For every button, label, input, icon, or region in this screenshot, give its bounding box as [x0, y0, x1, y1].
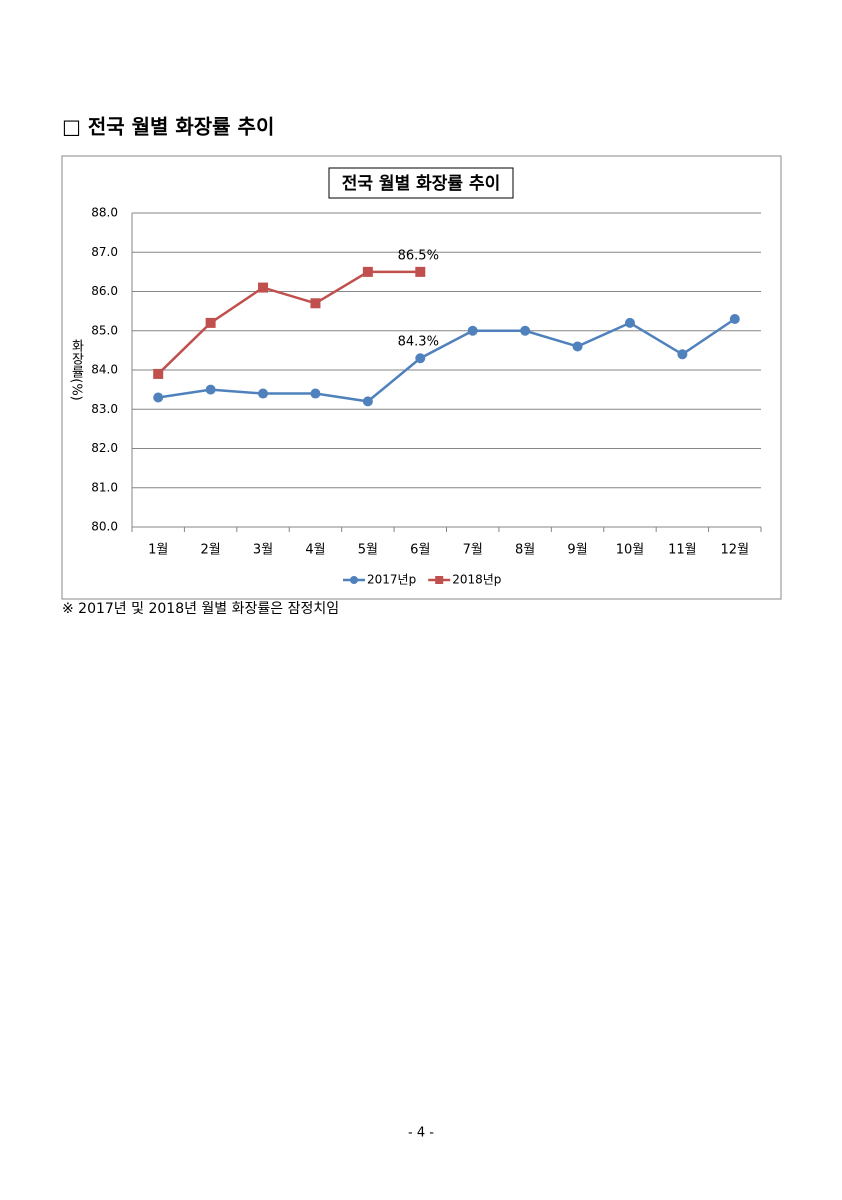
marker [362, 396, 373, 407]
x-tick-label: 3월 [253, 543, 273, 558]
page-number: - 4 - [408, 1126, 434, 1141]
marker [258, 388, 269, 399]
y-tick-label: 86.0 [91, 284, 118, 298]
marker [624, 317, 635, 328]
y-tick-label: 82.0 [91, 441, 118, 455]
marker [153, 368, 164, 379]
y-tick-label: 80.0 [91, 520, 118, 534]
data-label: 86.5% [398, 248, 439, 263]
title-box [328, 167, 514, 199]
marker [520, 325, 531, 336]
heading: □ 전국 월별 화장률 추이 [62, 115, 274, 139]
series-line [158, 317, 736, 403]
x-tick-label: 10월 [616, 543, 645, 558]
y-tick-label: 84.0 [91, 363, 118, 377]
y-tick-label: 85.0 [91, 323, 118, 337]
marker [677, 349, 688, 360]
series-line [157, 270, 421, 375]
data-label: 84.3% [398, 335, 439, 350]
x-tick-label: 4월 [305, 543, 325, 558]
x-tick-label: 1월 [148, 543, 168, 558]
marker [153, 392, 164, 403]
x-tick-label: 12월 [721, 543, 750, 558]
marker [362, 266, 373, 277]
marker [205, 384, 216, 395]
legend-marker [350, 576, 358, 584]
y-tick-label: 83.0 [91, 402, 118, 416]
y-tick-label: 87.0 [91, 245, 118, 259]
marker [729, 313, 740, 324]
legend-marker [435, 576, 444, 584]
x-tick-label: 6월 [410, 543, 430, 558]
marker [205, 317, 216, 328]
chart-title: 전국 월별 화장률 추이 [342, 174, 501, 194]
x-tick-label: 5월 [358, 543, 378, 558]
marker [415, 266, 426, 277]
marker [415, 353, 426, 364]
marker [310, 298, 321, 309]
x-tick-label: 9월 [567, 543, 587, 558]
x-tick-label: 2월 [201, 543, 221, 558]
marker [467, 325, 478, 336]
marker [572, 341, 583, 352]
x-tick-label: 8월 [515, 543, 535, 558]
chart-frame [61, 155, 782, 600]
x-tick-label: 11월 [668, 543, 697, 558]
legend-label: 2018년p [452, 573, 501, 587]
y-tick-label: 88.0 [91, 206, 118, 220]
marker [258, 282, 269, 293]
y-axis-label: 화장률(%) [69, 339, 84, 401]
legend-label: 2017년p [367, 573, 416, 587]
note: ※ 2017년 및 2018년 월별 화장률은 잠정치임 [62, 601, 339, 617]
x-tick-label: 7월 [463, 543, 483, 558]
marker [310, 388, 321, 399]
y-tick-label: 81.0 [91, 480, 118, 494]
